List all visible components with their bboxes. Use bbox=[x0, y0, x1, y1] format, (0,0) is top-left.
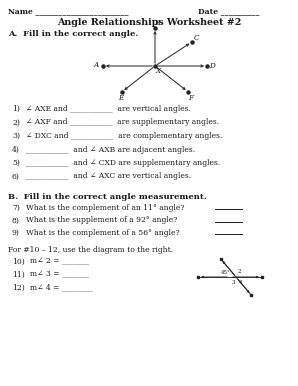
Text: 4): 4) bbox=[12, 146, 20, 154]
Text: ∠ AXF and ___________  are supplementary angles.: ∠ AXF and ___________ are supplementary … bbox=[26, 119, 219, 127]
Text: Name ________________________: Name ________________________ bbox=[8, 7, 128, 15]
Text: m∠ 4 = ________: m∠ 4 = ________ bbox=[30, 283, 93, 291]
Text: 3): 3) bbox=[12, 132, 20, 140]
Text: m∠ 2 = _______: m∠ 2 = _______ bbox=[30, 257, 89, 266]
Text: X: X bbox=[156, 67, 161, 75]
Text: 4: 4 bbox=[239, 280, 243, 285]
Text: ∠ AXE and ___________  are vertical angles.: ∠ AXE and ___________ are vertical angle… bbox=[26, 105, 191, 113]
Text: 12): 12) bbox=[12, 283, 25, 291]
Text: A: A bbox=[93, 61, 99, 69]
Text: For #10 – 12, use the diagram to the right.: For #10 – 12, use the diagram to the rig… bbox=[8, 247, 173, 254]
Text: D: D bbox=[209, 62, 215, 70]
Text: 2): 2) bbox=[12, 119, 20, 127]
Text: ___________  and ∠ AXC are vertical angles.: ___________ and ∠ AXC are vertical angle… bbox=[26, 173, 191, 181]
Text: 1): 1) bbox=[12, 105, 20, 113]
Text: 8): 8) bbox=[12, 217, 20, 225]
Text: C: C bbox=[194, 34, 200, 42]
Text: What is the complement of an 11° angle?: What is the complement of an 11° angle? bbox=[26, 204, 184, 212]
Text: 6): 6) bbox=[12, 173, 20, 181]
Text: A.  Fill in the correct angle.: A. Fill in the correct angle. bbox=[8, 30, 138, 38]
Text: 7): 7) bbox=[12, 204, 20, 212]
Text: ∠ DXC and ___________  are complementary angles.: ∠ DXC and ___________ are complementary … bbox=[26, 132, 222, 140]
Text: ___________  and ∠ AXB are adjacent angles.: ___________ and ∠ AXB are adjacent angle… bbox=[26, 146, 195, 154]
Text: Angle Relationships Worksheet #2: Angle Relationships Worksheet #2 bbox=[57, 18, 241, 27]
Text: B.  Fill in the correct angle measurement.: B. Fill in the correct angle measurement… bbox=[8, 193, 207, 201]
Text: 11): 11) bbox=[12, 271, 25, 279]
Text: What is the supplement of a 92° angle?: What is the supplement of a 92° angle? bbox=[26, 217, 177, 225]
Text: 2: 2 bbox=[238, 269, 241, 274]
Text: 5): 5) bbox=[12, 159, 20, 167]
Text: ___________  and ∠ CXD are supplementary angles.: ___________ and ∠ CXD are supplementary … bbox=[26, 159, 220, 167]
Text: 9): 9) bbox=[12, 229, 20, 237]
Text: B: B bbox=[154, 19, 160, 27]
Text: 45°: 45° bbox=[221, 270, 231, 275]
Text: Date __________: Date __________ bbox=[198, 7, 260, 15]
Text: E: E bbox=[118, 94, 124, 102]
Text: F: F bbox=[189, 94, 194, 102]
Text: m∠ 3 = _______: m∠ 3 = _______ bbox=[30, 271, 89, 279]
Text: 10): 10) bbox=[12, 257, 25, 266]
Text: 3: 3 bbox=[232, 280, 235, 285]
Text: What is the complement of a 56° angle?: What is the complement of a 56° angle? bbox=[26, 229, 180, 237]
